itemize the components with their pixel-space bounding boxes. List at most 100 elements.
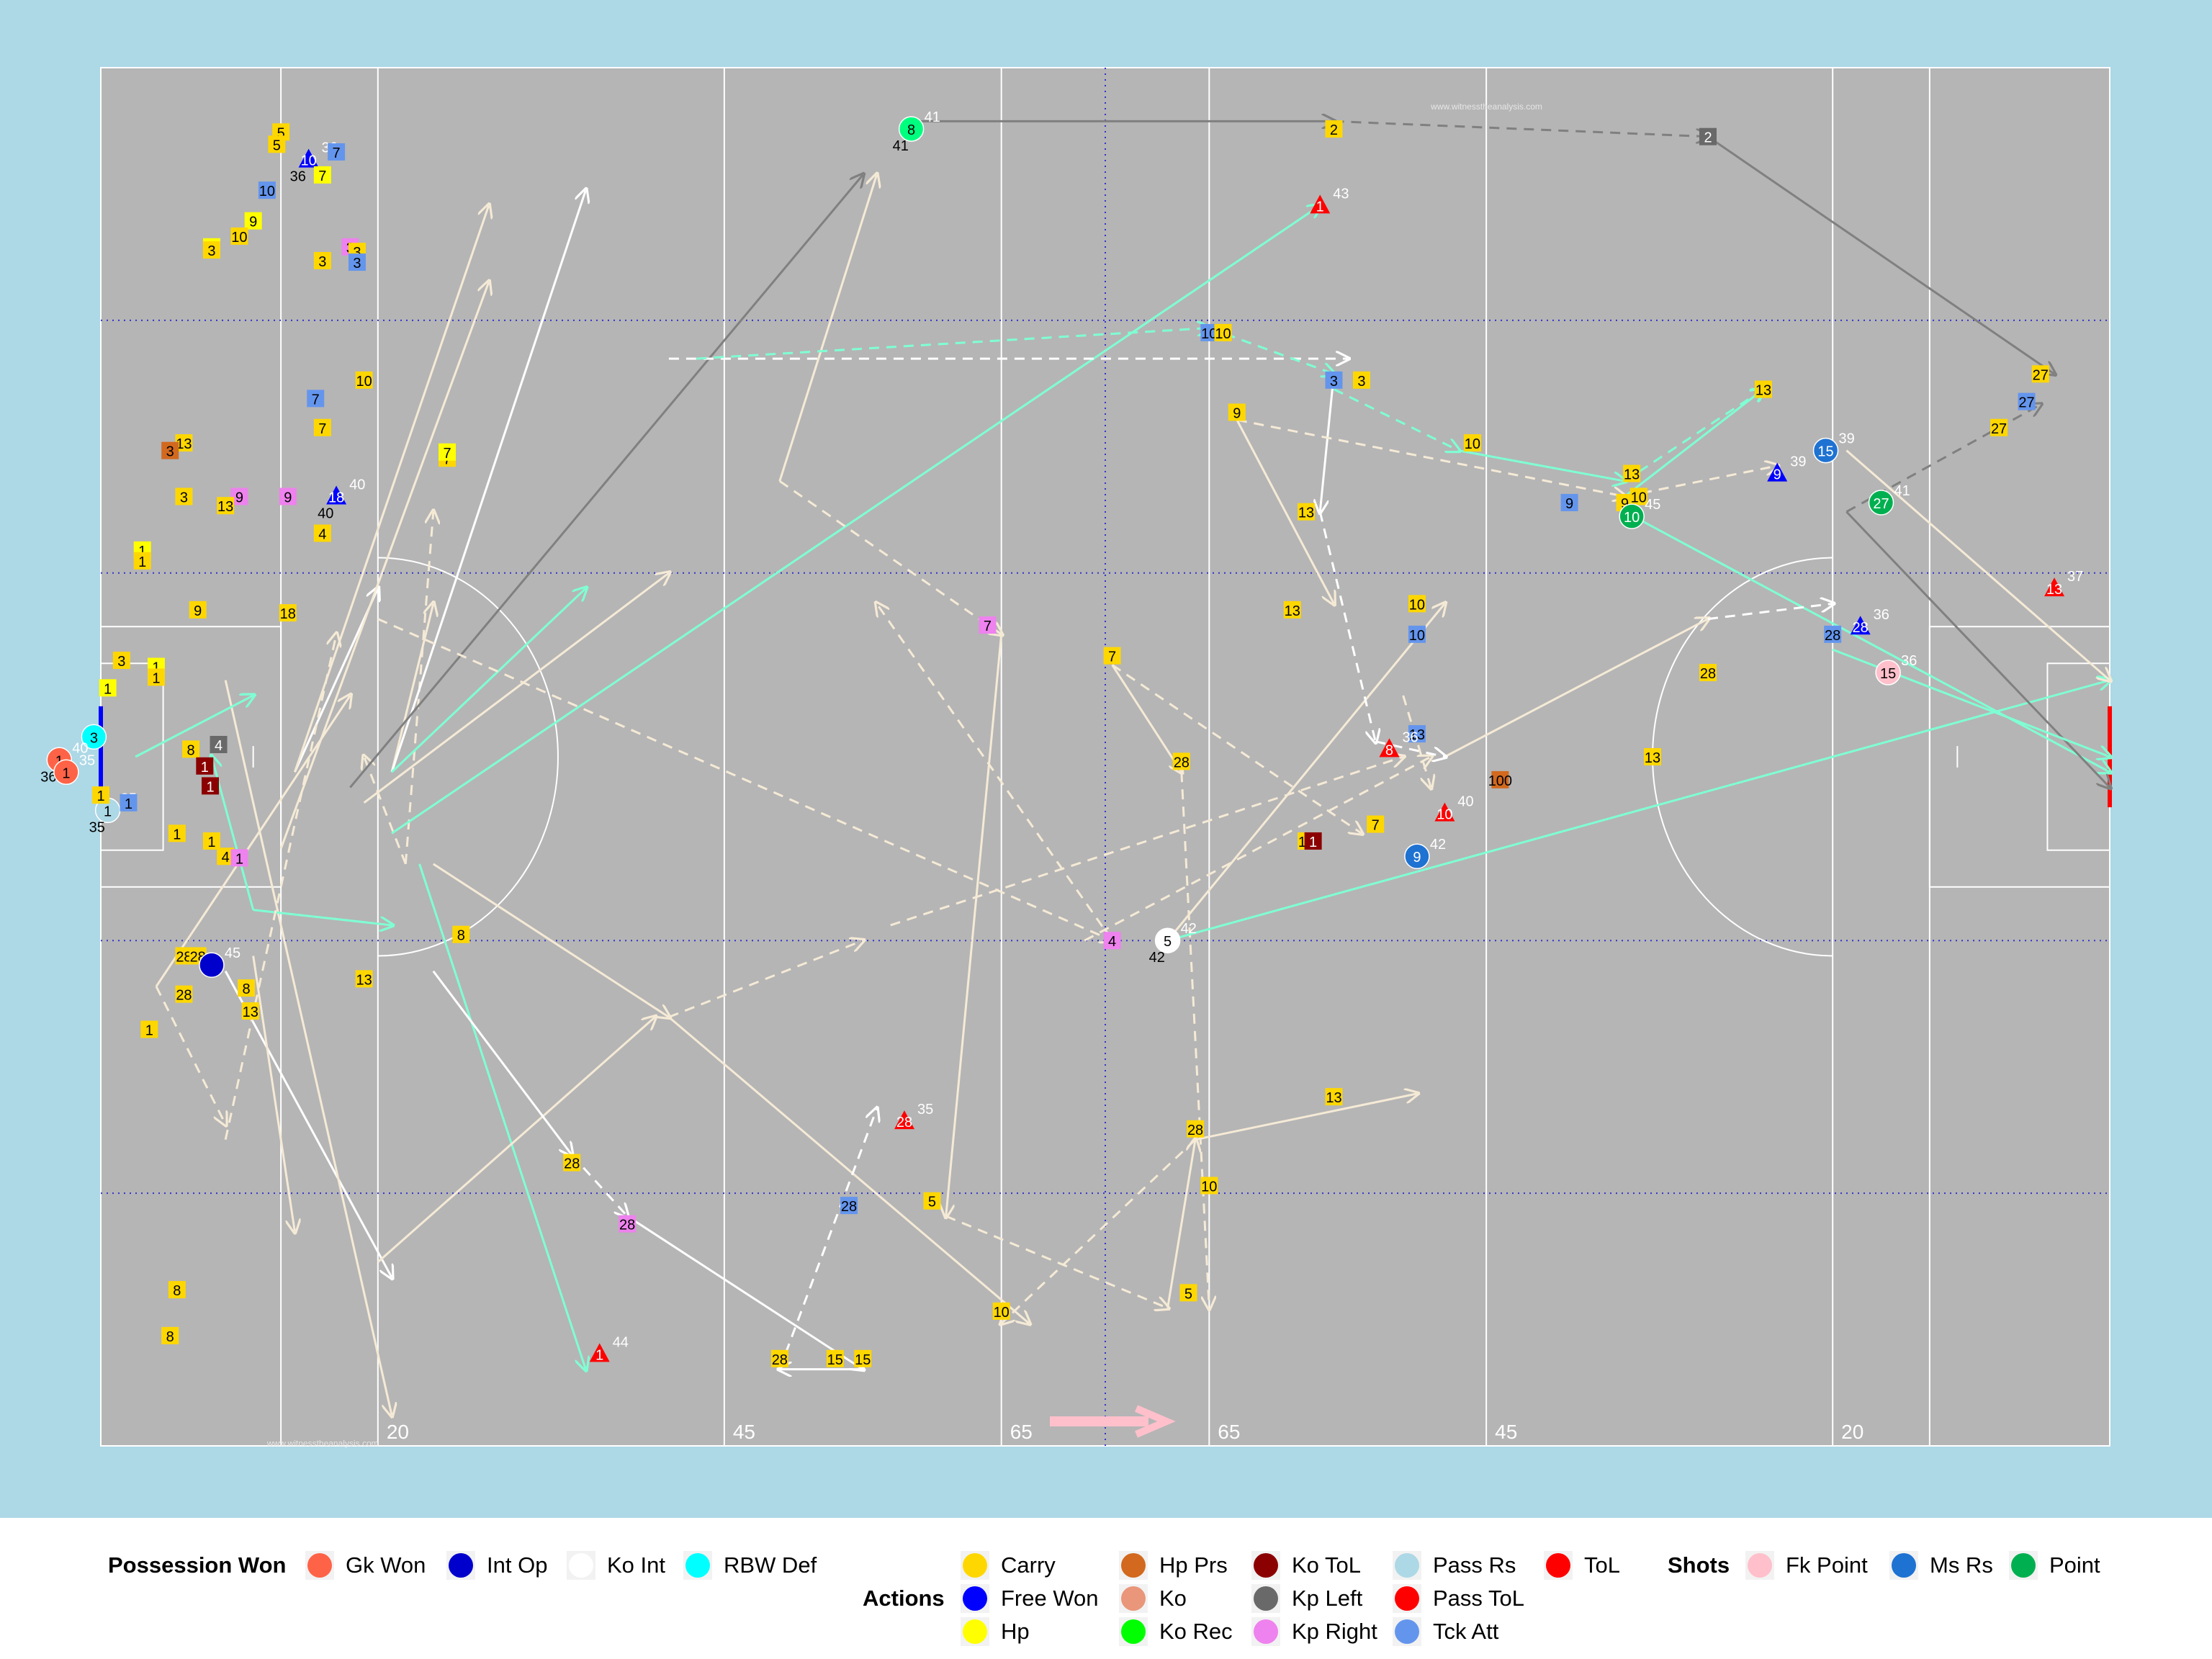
event-number: 8 xyxy=(1385,742,1393,758)
action-line xyxy=(778,1109,877,1370)
legend-item-hp-prs: Hp Prs xyxy=(1119,1550,1228,1581)
legend-label: RBW Def xyxy=(724,1552,817,1578)
legend-swatch xyxy=(569,1553,593,1578)
action-line xyxy=(1002,1138,1197,1323)
event-minute-label: 40 xyxy=(72,740,88,756)
event-dot xyxy=(199,952,225,978)
event-square xyxy=(189,601,207,619)
event-number: 10 xyxy=(1631,490,1647,505)
event-triangle xyxy=(298,148,319,168)
event-minute-label: 36 xyxy=(1874,607,1889,623)
action-line xyxy=(778,175,877,482)
event-dot xyxy=(1619,503,1645,529)
event-square xyxy=(133,552,151,570)
event-square xyxy=(230,227,248,245)
event-square xyxy=(1304,832,1322,850)
event-square xyxy=(1352,371,1370,389)
action-line xyxy=(1624,511,2110,773)
event-number: 10 xyxy=(1201,326,1217,342)
action-line xyxy=(1195,1094,1417,1141)
action-line xyxy=(155,696,350,987)
event-number: 13 xyxy=(1755,383,1771,399)
event-number: 28 xyxy=(1853,620,1869,636)
event-number: 7 xyxy=(1372,818,1380,834)
legend-label: Ms Rs xyxy=(1930,1552,1993,1578)
event-minute-label: 42 xyxy=(1430,837,1446,853)
action-line xyxy=(1166,603,1445,942)
action-line xyxy=(1167,680,2110,942)
event-square xyxy=(770,1349,788,1367)
event-number: 8 xyxy=(187,742,195,758)
action-line xyxy=(1111,664,1182,772)
event-square xyxy=(1103,932,1121,950)
event-number: 10 xyxy=(1215,326,1231,342)
action-line xyxy=(349,175,863,788)
event-number: 7 xyxy=(318,168,326,184)
legend-title-possession: Possession Won xyxy=(108,1552,287,1578)
legend-label: Free Won xyxy=(1001,1586,1099,1611)
action-line xyxy=(377,618,1112,941)
action-line xyxy=(390,190,585,773)
event-square xyxy=(258,181,276,199)
event-minute-label: 36 xyxy=(1901,653,1917,669)
event-number: 4 xyxy=(1108,934,1116,950)
event-number: 3 xyxy=(1330,374,1338,390)
legend-swatch xyxy=(685,1553,710,1578)
action-line xyxy=(1236,419,1334,603)
event-square xyxy=(279,487,297,505)
distance-label: 45 xyxy=(733,1421,755,1443)
event-square xyxy=(313,524,331,542)
event-minute-label: 39 xyxy=(1839,431,1855,447)
event-number: 1 xyxy=(96,788,104,804)
event-number: 10 xyxy=(1409,628,1425,644)
event-square xyxy=(1367,815,1385,833)
legend-label: Int Op xyxy=(487,1552,548,1578)
legend-item-ko-tol: Ko ToL xyxy=(1251,1550,1361,1581)
action-line xyxy=(1236,418,1625,496)
event-number: 13 xyxy=(176,436,192,452)
event-square xyxy=(244,212,262,230)
legend-label: Pass Rs xyxy=(1433,1552,1516,1578)
event-square xyxy=(1623,464,1641,482)
legend-item-hp: Hp xyxy=(961,1616,1030,1647)
event-number: 1 xyxy=(62,765,70,781)
action-line xyxy=(135,696,253,758)
distance-label: 20 xyxy=(1841,1421,1863,1443)
event-number: 9 xyxy=(249,215,257,230)
legend-item-tol: ToL xyxy=(1544,1550,1620,1581)
legend-label: Hp xyxy=(1001,1619,1030,1644)
legend-swatch xyxy=(1121,1586,1146,1611)
event-square xyxy=(355,970,373,988)
legend-item-free-won: Free Won xyxy=(961,1583,1099,1614)
event-number: 9 xyxy=(1565,496,1573,512)
event-number: 9 xyxy=(1621,496,1629,512)
action-line xyxy=(391,588,585,773)
event-minute-label: 39 xyxy=(1790,454,1806,470)
event-number: 28 xyxy=(1700,666,1716,682)
event-square xyxy=(307,390,325,408)
legend-label: Carry xyxy=(1001,1552,1056,1578)
event-square xyxy=(92,786,109,804)
event-number: 2 xyxy=(1330,122,1338,138)
legend-item-carry: Carry xyxy=(961,1550,1056,1581)
event-number: 5 xyxy=(277,125,285,141)
event-number: 1 xyxy=(1309,835,1317,850)
event-number: 18 xyxy=(280,606,296,622)
legend-swatch xyxy=(1395,1553,1419,1578)
legend-swatch xyxy=(963,1553,987,1578)
event-dot xyxy=(1875,660,1901,685)
legend-item-fk-point: Fk Point xyxy=(1745,1550,1868,1581)
event-number: 1 xyxy=(152,670,160,686)
action-line xyxy=(432,970,572,1155)
event-square xyxy=(99,679,117,697)
event-number: 9 xyxy=(284,490,292,505)
event-number: 8 xyxy=(907,122,915,138)
event-minute-label: 36 xyxy=(1402,729,1418,745)
event-square xyxy=(168,824,186,842)
action-line xyxy=(1624,390,1763,482)
event-number: 28 xyxy=(564,1156,580,1172)
event-minute-label: 40 xyxy=(1457,794,1473,810)
event-number: 4 xyxy=(215,738,222,754)
event-number: 1 xyxy=(152,660,160,676)
